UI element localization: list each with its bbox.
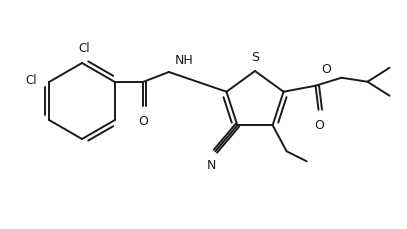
- Text: O: O: [138, 114, 148, 128]
- Text: NH: NH: [175, 54, 194, 67]
- Text: Cl: Cl: [78, 42, 90, 55]
- Text: S: S: [251, 51, 259, 64]
- Text: Cl: Cl: [26, 74, 37, 87]
- Text: O: O: [322, 63, 331, 75]
- Text: N: N: [207, 158, 216, 172]
- Text: O: O: [315, 118, 324, 131]
